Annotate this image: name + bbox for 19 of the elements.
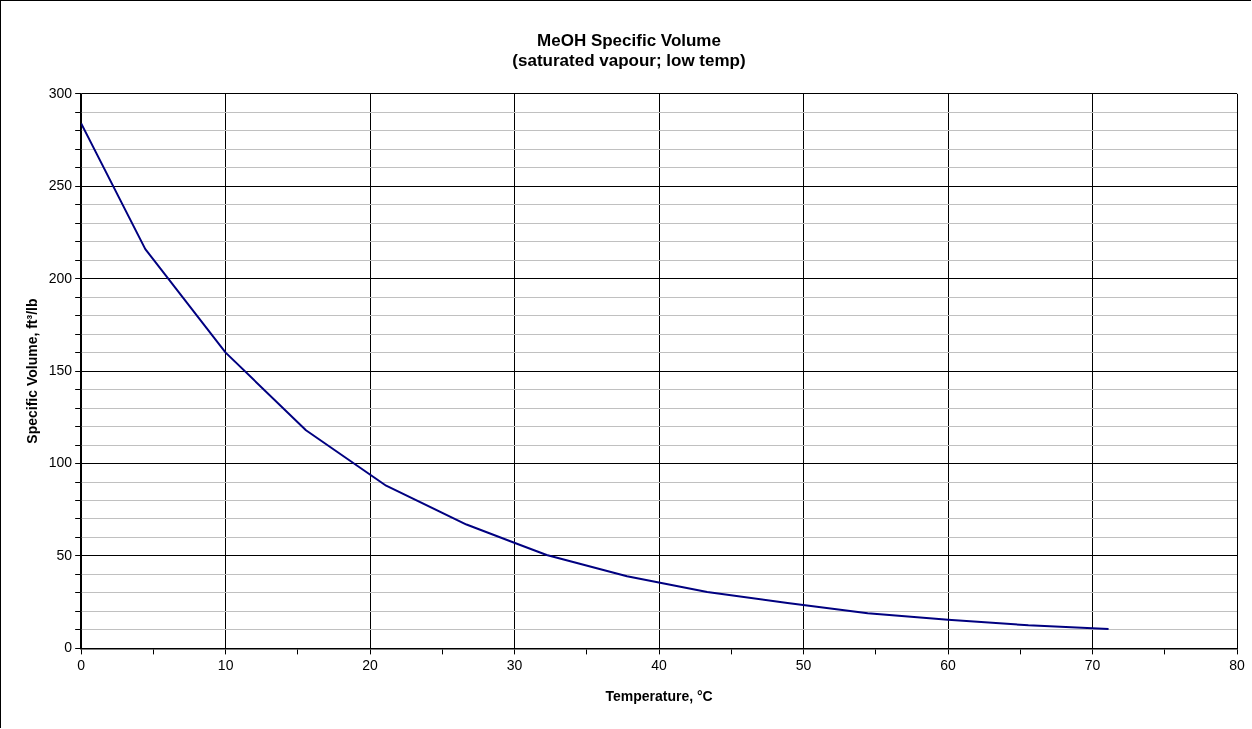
x-tick-label: 60 [940, 656, 957, 673]
x-tick-label: 50 [795, 656, 812, 673]
x-tick-label: 10 [217, 656, 234, 673]
y-axis-title: Specific Volume, ft³/lb [24, 298, 41, 444]
x-tick-label: 70 [1084, 656, 1101, 673]
chart-title: MeOH Specific Volume (saturated vapour; low temp) [512, 30, 746, 71]
y-tick-label: 0 [64, 639, 73, 656]
y-tick-label: 200 [48, 269, 73, 286]
y-tick-label: 150 [48, 361, 73, 378]
x-tick-label: 30 [506, 656, 523, 673]
x-tick-label: 80 [1229, 656, 1245, 673]
x-tick-label: 20 [362, 656, 379, 673]
x-axis-title: Temperature, °C [605, 688, 713, 705]
x-tick-label: 40 [651, 656, 668, 673]
x-tick-label: 0 [77, 656, 86, 673]
y-tick-label: 100 [48, 454, 73, 471]
y-tick-label: 300 [48, 84, 73, 101]
y-tick-label: 50 [56, 546, 73, 563]
y-tick-label: 250 [48, 177, 73, 194]
